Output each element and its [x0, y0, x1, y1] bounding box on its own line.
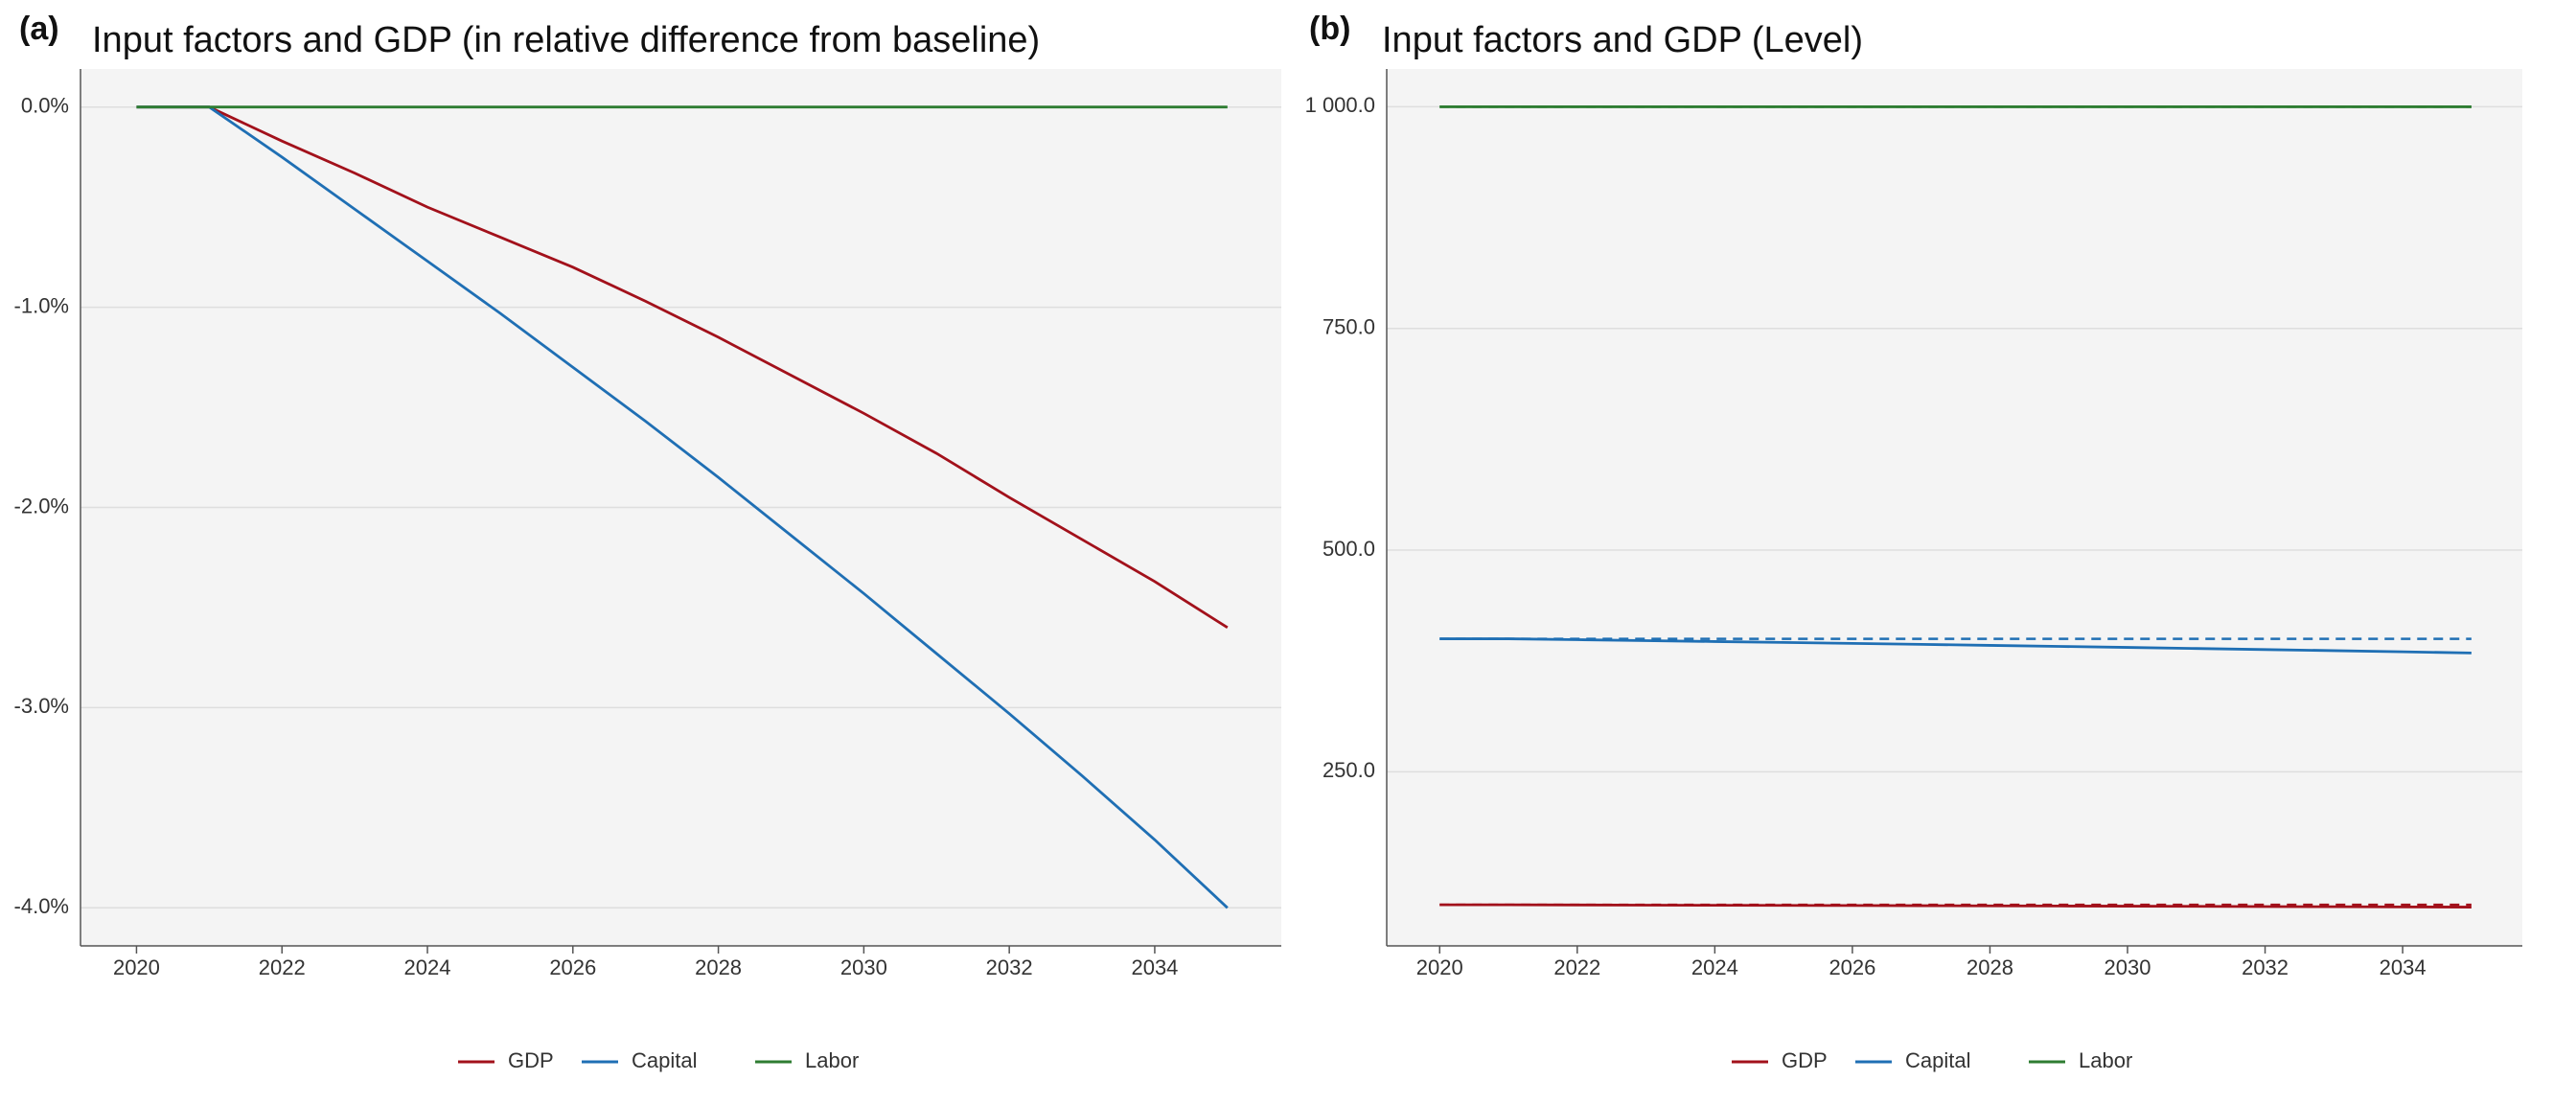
x-tick-label: 2024 — [404, 955, 451, 979]
legend-label: Labor — [805, 1048, 859, 1072]
y-tick-label: 0.0% — [21, 94, 69, 118]
x-tick-label: 2034 — [2380, 955, 2426, 979]
x-tick-label: 2020 — [113, 955, 160, 979]
plot-area — [1387, 69, 2522, 946]
x-tick-label: 2030 — [840, 955, 887, 979]
x-tick-label: 2022 — [1553, 955, 1600, 979]
legend-label: GDP — [508, 1048, 554, 1072]
series-line — [136, 105, 1229, 630]
legend-label: Capital — [632, 1048, 697, 1072]
y-tick-label: -2.0% — [14, 494, 69, 518]
legend-label: GDP — [1782, 1048, 1828, 1072]
legend-label: Capital — [1905, 1048, 1970, 1072]
legend-label: Labor — [2079, 1048, 2132, 1072]
y-tick-label: -1.0% — [14, 293, 69, 317]
panel-label: (b) — [1309, 11, 1350, 47]
chart-title: Input factors and GDP (Level) — [1382, 20, 1863, 60]
x-tick-label: 2028 — [695, 955, 742, 979]
series-line — [1439, 903, 2472, 908]
x-tick-label: 2024 — [1691, 955, 1738, 979]
x-tick-label: 2022 — [259, 955, 306, 979]
x-tick-label: 2032 — [986, 955, 1033, 979]
x-tick-label: 2034 — [1131, 955, 1178, 979]
x-tick-label: 2026 — [1828, 955, 1875, 979]
y-tick-label: -4.0% — [14, 894, 69, 918]
panel-label: (a) — [19, 11, 59, 47]
y-tick-label: 1 000.0 — [1305, 93, 1375, 117]
series-line — [136, 105, 1229, 909]
y-tick-label: 500.0 — [1322, 537, 1375, 561]
x-tick-label: 2020 — [1416, 955, 1463, 979]
x-tick-label: 2032 — [2242, 955, 2288, 979]
x-tick-label: 2026 — [549, 955, 596, 979]
x-tick-label: 2030 — [2104, 955, 2151, 979]
chart-title: Input factors and GDP (in relative diffe… — [92, 20, 1040, 60]
y-tick-label: 250.0 — [1322, 758, 1375, 782]
y-tick-label: 750.0 — [1322, 315, 1375, 339]
x-tick-label: 2028 — [1966, 955, 2013, 979]
y-tick-label: -3.0% — [14, 694, 69, 718]
series-line — [1439, 637, 2472, 655]
